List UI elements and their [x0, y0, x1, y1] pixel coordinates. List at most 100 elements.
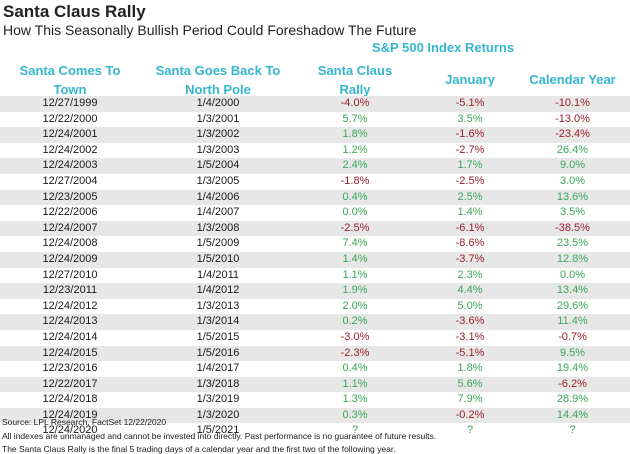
santa-rally-return: -4.0%: [340, 97, 370, 109]
table-row: 12/24/2009 1/5/2010 1.4% -3.7% 12.8%: [0, 251, 630, 268]
santa-goes-back-date: 1/3/2008: [196, 221, 240, 234]
santa-goes-back-date: 1/5/2010: [196, 252, 240, 265]
column-header-january: January: [445, 72, 495, 87]
table-row: 12/24/2003 1/5/2004 2.4% 1.7% 9.0%: [0, 158, 630, 174]
santa-comes-date: 12/22/2006: [42, 206, 98, 219]
santa-goes-back-date: 1/5/2004: [196, 159, 240, 172]
calendar-year-return: 19.4%: [556, 362, 589, 375]
santa-rally-return: -2.5%: [340, 221, 370, 234]
santa-comes-date: 12/24/2003: [42, 159, 98, 172]
table-row: 12/24/2015 1/5/2016 -2.3% -5.1% 9.5%: [0, 345, 630, 362]
santa-rally-return: 2.4%: [342, 159, 368, 172]
santa-goes-back-date: 1/4/2007: [196, 206, 240, 219]
january-return: 1.7%: [457, 159, 483, 172]
january-return: -3.6%: [455, 315, 485, 328]
table-row: 12/22/2017 1/3/2018 1.1% 5.6% -6.2%: [0, 376, 630, 393]
santa-rally-return: 1.3%: [342, 393, 368, 406]
january-return: -6.1%: [455, 221, 485, 234]
santa-comes-date: 12/24/2020: [42, 424, 98, 437]
santa-goes-back-date: 1/3/2002: [196, 128, 240, 141]
santa-rally-return: -1.8%: [340, 174, 370, 187]
santa-comes-date: 12/24/2012: [42, 299, 98, 312]
santa-comes-date: 12/22/2017: [42, 377, 98, 390]
santa-goes-back-date: 1/3/2013: [196, 299, 240, 312]
santa-goes-back-date: 1/5/2015: [196, 330, 240, 343]
table-row: 12/23/2011 1/4/2012 1.9% 4.4% 13.4%: [0, 283, 630, 299]
calendar-year-return: 12.8%: [556, 252, 589, 265]
santa-goes-back-date: 1/3/2020: [196, 408, 240, 421]
santa-goes-back-date: 1/4/2011: [196, 268, 239, 281]
column-header-santa-comes: Santa Comes To Town: [19, 63, 121, 97]
january-return: -5.1%: [455, 346, 485, 359]
santa-rally-return: 1.1%: [342, 268, 368, 281]
santa-comes-date: 12/24/2019: [42, 408, 98, 421]
santa-rally-return: 1.2%: [342, 143, 368, 156]
santa-rally-return: 2.0%: [342, 299, 368, 312]
january-return: ?: [466, 424, 474, 437]
santa-rally-return: 0.2%: [342, 315, 368, 328]
table-row: 12/24/2018 1/3/2019 1.3% 7.9% 28.9%: [0, 392, 630, 408]
january-return: -0.2%: [455, 408, 485, 421]
january-return: 1.4%: [457, 206, 483, 219]
santa-comes-date: 12/24/2002: [42, 143, 98, 156]
calendar-year-return: 23.5%: [556, 237, 589, 250]
table-row: 12/24/2020 1/5/2021???: [0, 423, 630, 439]
santa-goes-back-date: 1/4/2006: [196, 190, 240, 203]
santa-comes-date: 12/24/2008: [42, 237, 98, 250]
santa-goes-back-date: 1/5/2016: [196, 346, 240, 359]
santa-comes-date: 12/27/2004: [42, 174, 98, 187]
returns-table: 12/27/1999 1/4/2000 -4.0% -5.1% -10.1% 12/22/…: [0, 96, 630, 439]
january-return: 1.8%: [457, 362, 483, 375]
january-return: 5.0%: [457, 299, 483, 312]
santa-rally-return: 1.4%: [342, 252, 368, 265]
calendar-year-return: ?: [569, 424, 576, 437]
santa-rally-return: -3.0%: [340, 330, 370, 343]
january-return: 2.5%: [457, 190, 483, 203]
january-return: 4.4%: [457, 284, 483, 297]
santa-goes-back-date: 1/5/2021: [196, 424, 240, 437]
calendar-year-return: -6.2%: [558, 377, 587, 390]
january-return: 7.9%: [457, 393, 483, 406]
january-return: -3.7%: [455, 252, 485, 265]
table-row: 12/24/2002 1/3/2003 1.2% -2.7% 26.4%: [0, 143, 630, 159]
january-return: 3.5%: [457, 112, 483, 125]
column-header-santa-goes-back: Santa Goes Back To North Pole: [155, 63, 281, 97]
santa-comes-date: 12/27/2010: [42, 268, 98, 281]
calendar-year-return: 14.4%: [556, 408, 589, 421]
calendar-year-return: 3.0%: [559, 174, 586, 187]
santa-comes-date: 12/24/2018: [42, 393, 98, 406]
table-row: 12/27/2004 1/3/2005 -1.8% -2.5% 3.0%: [0, 174, 630, 190]
page-subtitle: How This Seasonally Bullish Period Could…: [3, 22, 417, 38]
table-row: 12/24/2007 1/3/2008 -2.5% -6.1% -38.5%: [0, 220, 630, 237]
column-header-santa-rally: Santa Claus Rally: [317, 63, 393, 97]
santa-comes-date: 12/23/2011: [42, 284, 98, 297]
santa-comes-date: 12/22/2000: [42, 112, 98, 125]
january-return: -1.6%: [455, 128, 485, 141]
table-row: 12/24/2012 1/3/2013 2.0% 5.0% 29.6%: [0, 299, 630, 315]
santa-goes-back-date: 1/4/2012: [196, 284, 240, 297]
january-return: -2.5%: [455, 174, 485, 187]
santa-goes-back-date: 1/3/2014: [196, 315, 240, 328]
santa-goes-back-date: 1/3/2005: [196, 174, 240, 187]
table-row: 12/22/2000 1/3/2001 5.7% 3.5% -13.0%: [0, 112, 630, 128]
santa-rally-return: 0.4%: [342, 190, 368, 203]
source-note: Source: LPL Research, FactSet 12/22/2020: [2, 417, 167, 427]
table-row: 12/24/2008 1/5/2009 7.4% -8.6% 23.5%: [0, 236, 630, 252]
calendar-year-return: 13.4%: [556, 284, 589, 297]
calendar-year-return: 9.0%: [559, 159, 586, 172]
table-row: 12/24/2019 1/3/2020 0.3% -0.2% 14.4%: [0, 407, 630, 424]
santa-comes-date: 12/24/2009: [42, 252, 98, 265]
santa-goes-back-date: 1/3/2001: [196, 112, 240, 125]
table-row: 12/24/2001 1/3/2002 1.8% -1.6% -23.4%: [0, 127, 630, 143]
returns-group-header: S&P 500 Index Returns: [372, 40, 515, 55]
january-return: 5.6%: [457, 377, 483, 390]
santa-goes-back-date: 1/3/2018: [196, 377, 240, 390]
calendar-year-return: -13.0%: [555, 112, 590, 125]
column-header-calendar-year: Calendar Year: [529, 72, 616, 87]
santa-comes-date: 12/24/2001: [42, 128, 98, 141]
definition-note: The Santa Claus Rally is the final 5 tra…: [2, 444, 396, 454]
table-row: 12/23/2016 1/4/2017 0.4% 1.8% 19.4%: [0, 361, 630, 377]
santa-rally-return: 1.1%: [342, 377, 368, 390]
santa-rally-return: -2.3%: [340, 346, 370, 359]
santa-comes-date: 12/23/2005: [42, 190, 98, 203]
